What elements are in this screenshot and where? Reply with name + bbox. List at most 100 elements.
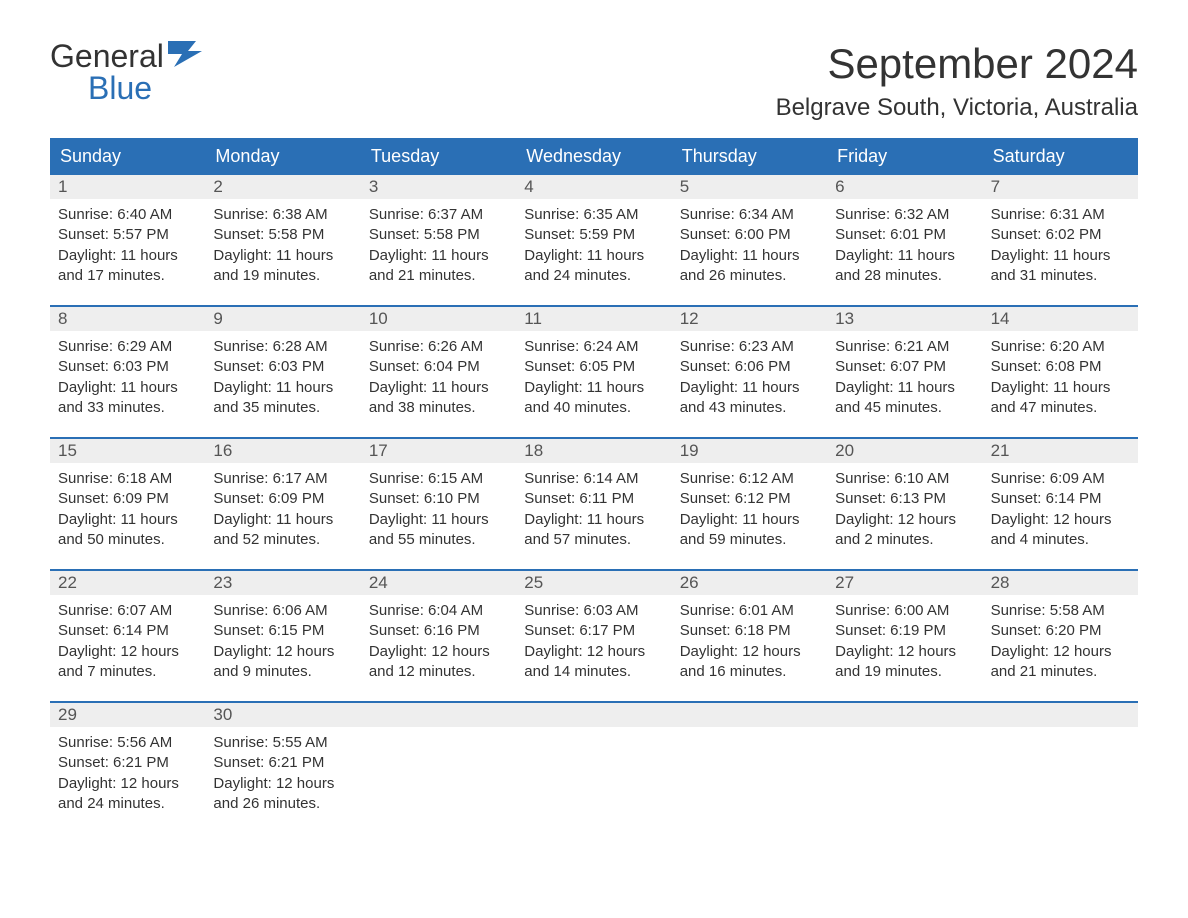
- day-daylight1: Daylight: 11 hours: [58, 510, 197, 530]
- day-daylight2: and 21 minutes.: [369, 266, 508, 286]
- day-content: Sunrise: 6:26 AMSunset: 6:04 PMDaylight:…: [361, 331, 516, 436]
- day-sunrise: Sunrise: 6:23 AM: [680, 337, 819, 357]
- month-title: September 2024: [776, 40, 1138, 88]
- day-content: Sunrise: 6:14 AMSunset: 6:11 PMDaylight:…: [516, 463, 671, 568]
- day-content: Sunrise: 6:37 AMSunset: 5:58 PMDaylight:…: [361, 199, 516, 304]
- calendar-day-cell: 15Sunrise: 6:18 AMSunset: 6:09 PMDayligh…: [50, 439, 205, 569]
- day-sunset: Sunset: 6:00 PM: [680, 225, 819, 245]
- day-daylight2: and 24 minutes.: [524, 266, 663, 286]
- day-sunrise: Sunrise: 6:03 AM: [524, 601, 663, 621]
- day-content: Sunrise: 6:28 AMSunset: 6:03 PMDaylight:…: [205, 331, 360, 436]
- day-header-monday: Monday: [205, 138, 360, 175]
- day-number-row: 5: [672, 175, 827, 199]
- day-sunset: Sunset: 6:06 PM: [680, 357, 819, 377]
- day-daylight2: and 38 minutes.: [369, 398, 508, 418]
- day-content: Sunrise: 5:55 AMSunset: 6:21 PMDaylight:…: [205, 727, 360, 832]
- day-daylight2: and 14 minutes.: [524, 662, 663, 682]
- day-number-row: 14: [983, 307, 1138, 331]
- calendar-day-cell: 9 Sunrise: 6:28 AMSunset: 6:03 PMDaylight…: [205, 307, 360, 437]
- day-number-row: 28: [983, 571, 1138, 595]
- day-daylight2: and 2 minutes.: [835, 530, 974, 550]
- day-number: 1: [58, 177, 67, 196]
- day-number: [680, 705, 685, 724]
- logo-text-top: General: [50, 40, 164, 72]
- day-number-row: [516, 703, 671, 727]
- day-sunrise: Sunrise: 6:00 AM: [835, 601, 974, 621]
- day-number-row: 1: [50, 175, 205, 199]
- day-content: Sunrise: 6:31 AMSunset: 6:02 PMDaylight:…: [983, 199, 1138, 304]
- day-sunset: Sunset: 6:20 PM: [991, 621, 1130, 641]
- day-sunset: Sunset: 6:13 PM: [835, 489, 974, 509]
- logo-flag-icon: [168, 41, 202, 72]
- day-number-row: 13: [827, 307, 982, 331]
- day-content: Sunrise: 6:29 AMSunset: 6:03 PMDaylight:…: [50, 331, 205, 436]
- day-daylight2: and 17 minutes.: [58, 266, 197, 286]
- logo: General Blue: [50, 40, 202, 104]
- day-sunset: Sunset: 5:58 PM: [369, 225, 508, 245]
- day-sunrise: Sunrise: 6:01 AM: [680, 601, 819, 621]
- day-header-thursday: Thursday: [672, 138, 827, 175]
- day-header-saturday: Saturday: [983, 138, 1138, 175]
- calendar-day-cell: 4Sunrise: 6:35 AMSunset: 5:59 PMDaylight…: [516, 175, 671, 305]
- day-daylight1: Daylight: 11 hours: [835, 378, 974, 398]
- day-number: [835, 705, 840, 724]
- day-number-row: 12: [672, 307, 827, 331]
- day-daylight1: Daylight: 11 hours: [524, 510, 663, 530]
- day-content: [827, 727, 982, 817]
- day-daylight2: and 4 minutes.: [991, 530, 1130, 550]
- logo-text-bottom: Blue: [88, 72, 202, 104]
- day-header-wednesday: Wednesday: [516, 138, 671, 175]
- day-sunset: Sunset: 6:14 PM: [58, 621, 197, 641]
- day-content: Sunrise: 5:58 AMSunset: 6:20 PMDaylight:…: [983, 595, 1138, 700]
- day-sunset: Sunset: 6:16 PM: [369, 621, 508, 641]
- day-number: 24: [369, 573, 388, 592]
- calendar-day-cell: 18Sunrise: 6:14 AMSunset: 6:11 PMDayligh…: [516, 439, 671, 569]
- day-content: Sunrise: 6:06 AMSunset: 6:15 PMDaylight:…: [205, 595, 360, 700]
- day-daylight1: Daylight: 11 hours: [369, 510, 508, 530]
- day-content: Sunrise: 6:17 AMSunset: 6:09 PMDaylight:…: [205, 463, 360, 568]
- day-sunset: Sunset: 6:08 PM: [991, 357, 1130, 377]
- day-sunset: Sunset: 6:12 PM: [680, 489, 819, 509]
- day-number: 10: [369, 309, 388, 328]
- day-content: Sunrise: 6:01 AMSunset: 6:18 PMDaylight:…: [672, 595, 827, 700]
- day-sunset: Sunset: 6:21 PM: [58, 753, 197, 773]
- calendar-day-cell: [983, 703, 1138, 833]
- day-daylight2: and 52 minutes.: [213, 530, 352, 550]
- day-content: Sunrise: 6:20 AMSunset: 6:08 PMDaylight:…: [983, 331, 1138, 436]
- day-sunset: Sunset: 6:18 PM: [680, 621, 819, 641]
- day-sunrise: Sunrise: 6:15 AM: [369, 469, 508, 489]
- day-number-row: [827, 703, 982, 727]
- calendar-day-cell: 17Sunrise: 6:15 AMSunset: 6:10 PMDayligh…: [361, 439, 516, 569]
- day-daylight1: Daylight: 11 hours: [213, 246, 352, 266]
- day-daylight1: Daylight: 11 hours: [369, 378, 508, 398]
- calendar-day-cell: 23Sunrise: 6:06 AMSunset: 6:15 PMDayligh…: [205, 571, 360, 701]
- calendar-day-cell: 10 Sunrise: 6:26 AMSunset: 6:04 PMDayligh…: [361, 307, 516, 437]
- day-number: 9: [213, 309, 222, 328]
- day-number-row: 17: [361, 439, 516, 463]
- day-sunrise: Sunrise: 5:56 AM: [58, 733, 197, 753]
- day-daylight2: and 24 minutes.: [58, 794, 197, 814]
- day-sunset: Sunset: 6:19 PM: [835, 621, 974, 641]
- calendar-day-cell: 12 Sunrise: 6:23 AMSunset: 6:06 PMDayligh…: [672, 307, 827, 437]
- day-daylight2: and 35 minutes.: [213, 398, 352, 418]
- day-daylight1: Daylight: 11 hours: [835, 246, 974, 266]
- day-daylight2: and 57 minutes.: [524, 530, 663, 550]
- calendar-day-cell: 7Sunrise: 6:31 AMSunset: 6:02 PMDaylight…: [983, 175, 1138, 305]
- day-header-friday: Friday: [827, 138, 982, 175]
- day-daylight1: Daylight: 11 hours: [991, 378, 1130, 398]
- day-number-row: [672, 703, 827, 727]
- title-block: September 2024 Belgrave South, Victoria,…: [776, 40, 1138, 122]
- day-daylight2: and 9 minutes.: [213, 662, 352, 682]
- day-sunset: Sunset: 6:01 PM: [835, 225, 974, 245]
- day-daylight1: Daylight: 11 hours: [213, 378, 352, 398]
- calendar-week: 1Sunrise: 6:40 AMSunset: 5:57 PMDaylight…: [50, 175, 1138, 305]
- day-content: Sunrise: 6:00 AMSunset: 6:19 PMDaylight:…: [827, 595, 982, 700]
- day-daylight2: and 26 minutes.: [213, 794, 352, 814]
- day-sunset: Sunset: 5:58 PM: [213, 225, 352, 245]
- day-daylight1: Daylight: 11 hours: [680, 378, 819, 398]
- day-number-row: 8: [50, 307, 205, 331]
- day-number: 20: [835, 441, 854, 460]
- weeks-container: 1Sunrise: 6:40 AMSunset: 5:57 PMDaylight…: [50, 175, 1138, 833]
- day-sunset: Sunset: 6:21 PM: [213, 753, 352, 773]
- day-daylight2: and 40 minutes.: [524, 398, 663, 418]
